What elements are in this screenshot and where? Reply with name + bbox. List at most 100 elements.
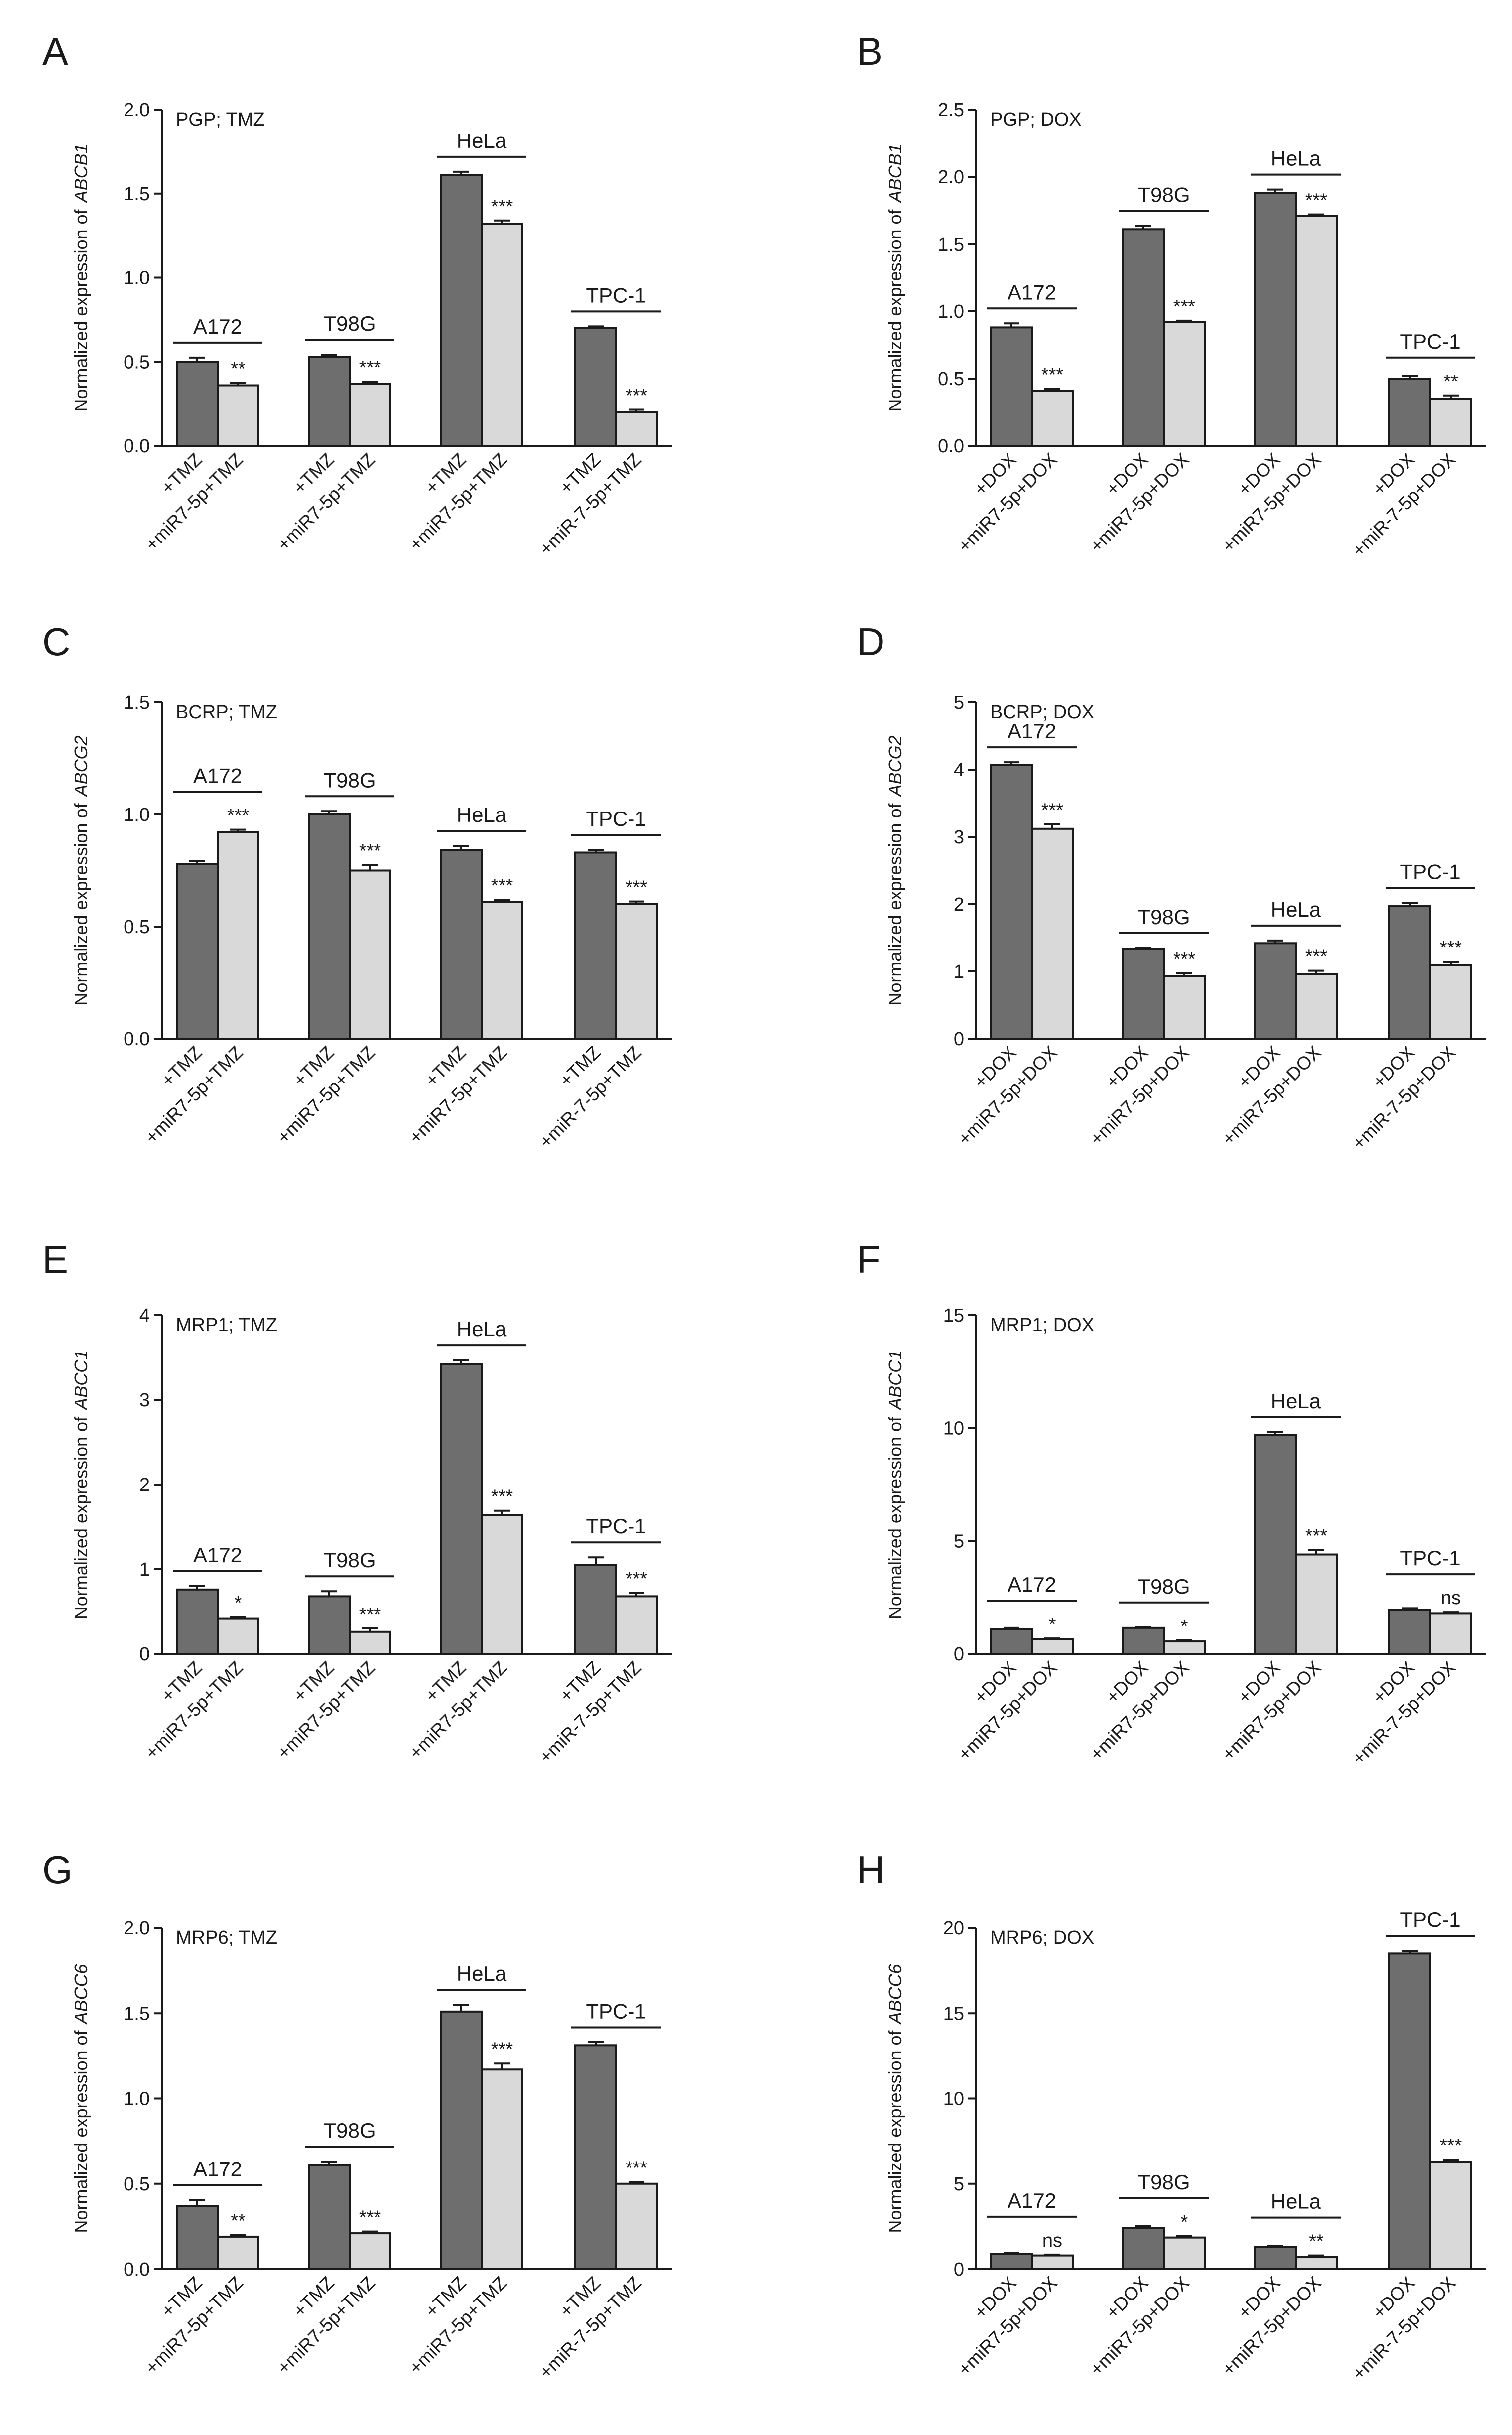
significance-label: *** xyxy=(359,840,381,861)
bar-single-drug xyxy=(990,764,1033,1040)
y-tick-label: 5 xyxy=(954,692,964,713)
significance-label: *** xyxy=(1173,949,1196,970)
error-bar xyxy=(588,2041,604,2046)
significance-label: *** xyxy=(1041,800,1064,820)
error-bar xyxy=(1267,939,1283,944)
error-bar xyxy=(453,2004,469,2012)
bar-single-drug xyxy=(1388,1609,1431,1655)
error-bar xyxy=(362,864,378,871)
y-tick-label: 1.0 xyxy=(124,268,150,289)
bar-single-drug xyxy=(990,2253,1033,2270)
y-tick-label: 4 xyxy=(954,760,964,781)
error-bar xyxy=(230,2234,246,2237)
significance-label: *** xyxy=(626,877,648,898)
bar-single-drug xyxy=(574,851,617,1040)
panel-inset-label: MRP1; TMZ xyxy=(176,1315,277,1336)
significance-label: ns xyxy=(1441,1588,1461,1609)
bar-mir-combo xyxy=(481,223,523,447)
y-tick-label: 3 xyxy=(139,1390,150,1411)
y-tick-label: 0 xyxy=(954,1029,964,1050)
bar-mir-combo xyxy=(1429,1612,1472,1655)
error-bar xyxy=(189,1585,205,1590)
panel-A: A PGP; TMZ 0.0 0.5 1.0 1.5 2.0 Normalized expre… xyxy=(42,29,672,559)
panel-letter: H xyxy=(857,1848,884,1892)
y-tick-label: 4 xyxy=(139,1305,150,1326)
bar-single-drug xyxy=(574,327,617,447)
panel-E: E MRP1; TMZ 0 1 2 3 4 Normalized expression of A… xyxy=(42,1237,672,1767)
bar-single-drug xyxy=(1254,942,1297,1040)
y-axis-label-prefix: Normalized expression of xyxy=(71,2030,91,2233)
y-axis-label-prefix: Normalized expression of xyxy=(885,209,905,411)
error-bar xyxy=(1004,1626,1019,1629)
error-bar xyxy=(1402,375,1418,379)
y-tick-label: 0 xyxy=(139,1644,150,1665)
error-bar xyxy=(1044,823,1060,829)
bar-mir-combo xyxy=(1295,2256,1338,2270)
panel-inset-label: MRP1; DOX xyxy=(990,1315,1094,1336)
group-label: T98G xyxy=(323,2119,376,2142)
bar-single-drug xyxy=(1254,1434,1297,1655)
bar-mir-combo xyxy=(349,383,391,447)
panel-letter: F xyxy=(857,1237,881,1281)
bar-mir-combo xyxy=(1429,398,1472,447)
y-axis-label-gene: ABCC6 xyxy=(71,1963,91,2025)
y-tick-label: 1.5 xyxy=(124,692,150,713)
error-bar xyxy=(588,325,604,328)
significance-label: *** xyxy=(626,385,648,406)
error-bar xyxy=(494,2062,510,2070)
panel-letter: A xyxy=(42,29,68,73)
error-bar xyxy=(189,2199,205,2206)
y-tick-label: 1.0 xyxy=(124,805,150,825)
y-tick-label: 0.5 xyxy=(124,2174,150,2195)
group-label: HeLa xyxy=(457,1317,507,1341)
y-tick-label: 1 xyxy=(139,1559,150,1580)
error-bar xyxy=(494,219,510,224)
bar-single-drug xyxy=(308,1595,351,1655)
y-axis-label-prefix: Normalized expression of xyxy=(885,803,905,1005)
panel-inset-label: MRP6; DOX xyxy=(990,1927,1094,1948)
group-label: T98G xyxy=(323,312,376,335)
panel-G: G MRP6; TMZ 0.0 0.5 1.0 1.5 2.0 Normalized expr… xyxy=(42,1848,672,2383)
bar-mir-combo xyxy=(481,1514,523,1655)
error-bar xyxy=(1308,969,1324,974)
y-tick-label: 0.0 xyxy=(124,436,150,457)
y-axis-label-prefix: Normalized expression of xyxy=(71,209,91,411)
y-tick-label: 5 xyxy=(954,2174,964,2195)
group-label: TPC-1 xyxy=(1400,1908,1460,1931)
error-bar xyxy=(629,900,644,904)
y-tick-label: 1 xyxy=(954,961,964,982)
error-bar xyxy=(1135,2225,1151,2228)
y-tick-label: 0.0 xyxy=(938,436,964,457)
y-axis-label-gene: ABCG2 xyxy=(71,735,91,797)
panel-letter: B xyxy=(857,29,882,73)
bar-mir-combo xyxy=(1429,964,1472,1040)
y-axis-label-prefix: Normalized expression of xyxy=(71,803,91,1005)
bar-mir-combo xyxy=(1031,1638,1074,1655)
bar-single-drug xyxy=(440,849,483,1040)
significance-label: *** xyxy=(491,2039,513,2060)
significance-label: ** xyxy=(231,2211,246,2232)
y-tick-label: 0.5 xyxy=(124,352,150,373)
significance-label: *** xyxy=(626,1569,648,1590)
y-axis-label: Normalized expression of ABCG2 xyxy=(71,735,91,1005)
error-bar xyxy=(1443,2159,1459,2162)
y-tick-label: 2.0 xyxy=(938,167,964,188)
y-axis-label-gene: ABCG2 xyxy=(885,735,905,797)
y-tick-label: 1.0 xyxy=(938,301,964,322)
bar-single-drug xyxy=(1388,378,1431,447)
error-bar xyxy=(230,1616,246,1619)
group-label: TPC-1 xyxy=(1400,860,1460,883)
significance-label: *** xyxy=(359,357,381,378)
panel-H: H MRP6; DOX 0 5 10 15 20 Normalized expression … xyxy=(857,1848,1486,2384)
error-bar xyxy=(1267,188,1283,193)
bar-mir-combo xyxy=(1031,390,1074,447)
y-tick-label: 15 xyxy=(943,2003,964,2024)
error-bar xyxy=(1402,902,1418,907)
